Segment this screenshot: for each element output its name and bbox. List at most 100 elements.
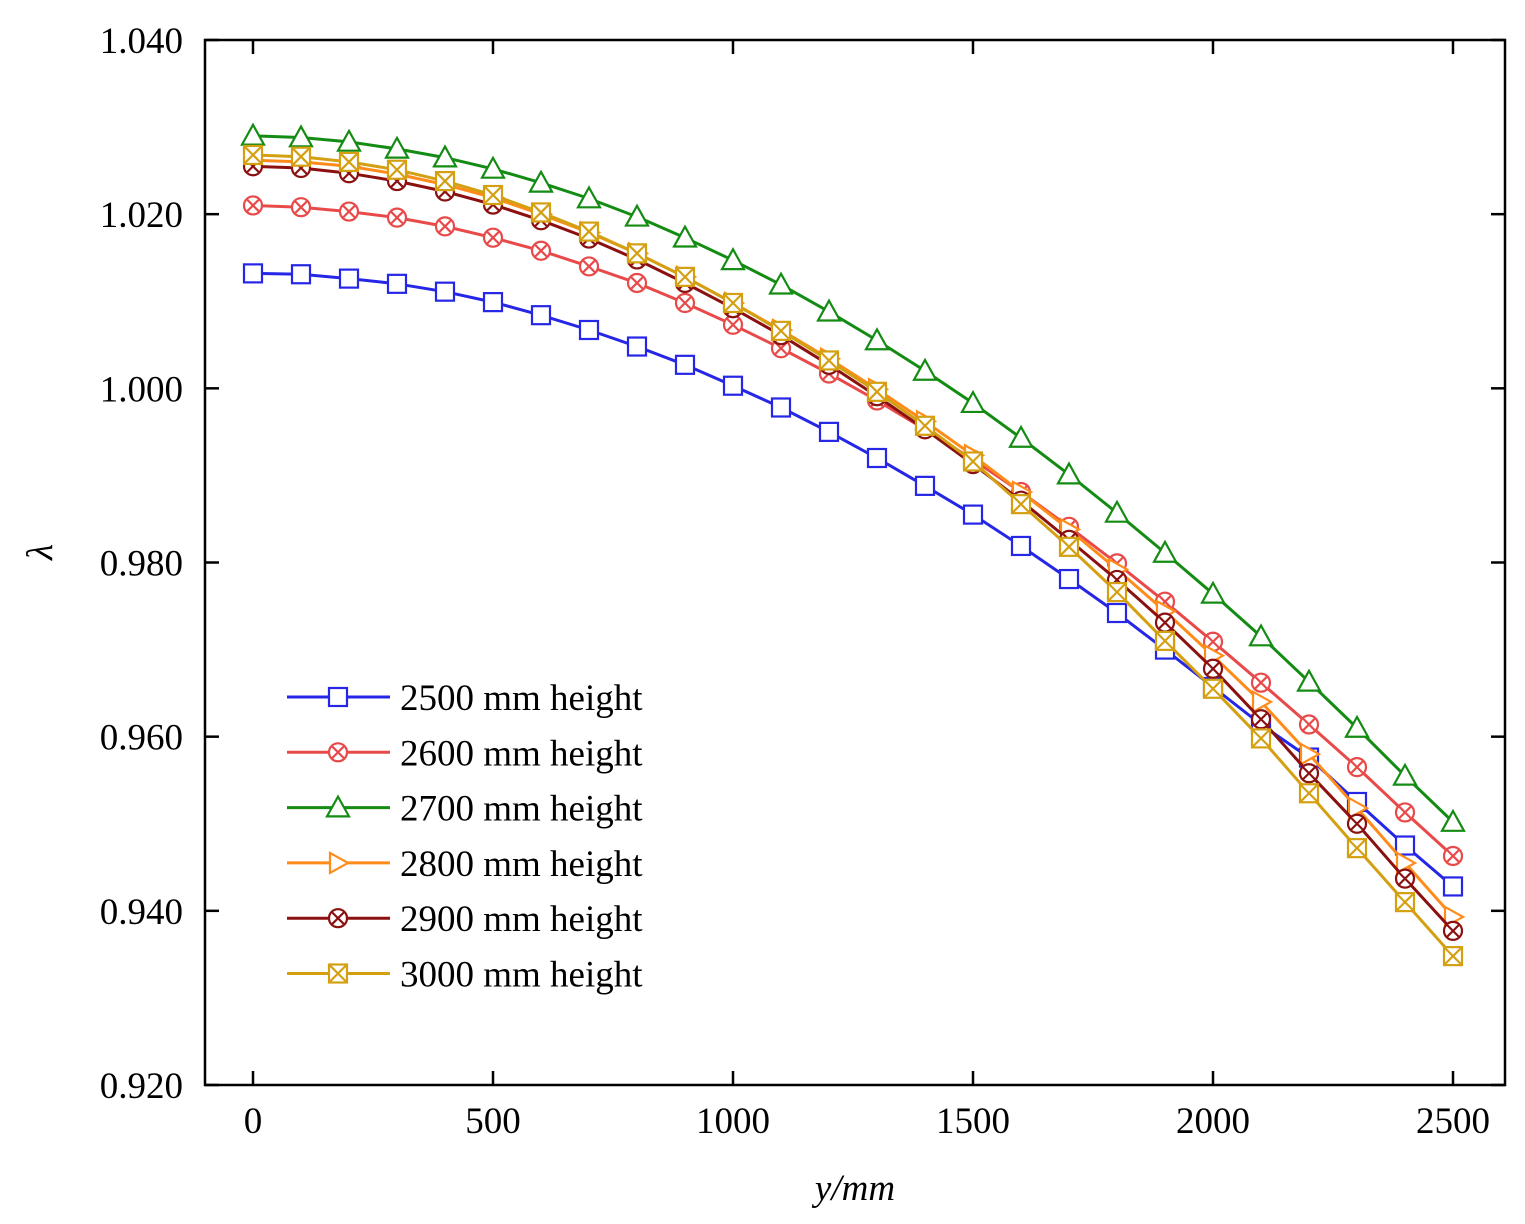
data-point xyxy=(1394,835,1416,856)
data-point xyxy=(327,742,349,763)
data-point xyxy=(1250,672,1272,693)
data-point xyxy=(1058,568,1080,590)
data-point xyxy=(530,240,552,261)
series-layer xyxy=(240,122,1466,967)
legend: 2500 mm height 2600 mm height 2700 mm heig… xyxy=(287,678,643,996)
data-point xyxy=(480,155,506,179)
x-axis-title: y/mm xyxy=(811,1168,895,1209)
data-point xyxy=(1344,714,1370,738)
data-point xyxy=(338,201,360,222)
data-point xyxy=(1202,658,1224,679)
data-point xyxy=(434,216,456,237)
y-tick-label: 0.960 xyxy=(100,718,183,759)
data-point xyxy=(1154,630,1176,651)
data-point xyxy=(1106,582,1128,603)
data-point xyxy=(384,135,410,159)
data-point xyxy=(290,264,312,285)
data-point xyxy=(1298,763,1320,784)
y-tick-label: 1.000 xyxy=(100,369,183,410)
data-point xyxy=(1106,602,1128,624)
x-tick-label: 0 xyxy=(244,1101,263,1142)
axis-ticks: 0 500 1000 1500 2000 2500 0.920 0.940 0.960 0.980… xyxy=(100,21,1505,1142)
data-point xyxy=(327,963,349,984)
data-point xyxy=(576,185,602,209)
x-tick-label: 2000 xyxy=(1176,1101,1250,1142)
data-point xyxy=(338,151,360,173)
data-point xyxy=(1346,757,1368,778)
data-point xyxy=(1056,461,1082,485)
data-point xyxy=(1347,796,1370,820)
data-point xyxy=(386,159,408,180)
data-point xyxy=(914,415,936,436)
data-point xyxy=(578,319,600,341)
data-point xyxy=(816,298,842,322)
data-point xyxy=(1298,783,1320,804)
data-point xyxy=(912,357,938,381)
data-point xyxy=(1058,536,1080,557)
legend-label: 2700 mm height xyxy=(400,789,643,830)
data-point xyxy=(1442,946,1464,967)
data-point xyxy=(482,184,504,206)
data-point xyxy=(674,292,696,314)
data-point xyxy=(1442,920,1464,941)
y-tick-label: 0.920 xyxy=(100,1066,183,1107)
legend-item: 2900 mm height xyxy=(287,899,643,940)
data-point xyxy=(720,247,746,271)
data-point xyxy=(338,268,360,289)
data-point xyxy=(1346,813,1368,834)
data-point xyxy=(1152,539,1178,563)
data-point xyxy=(1008,424,1034,448)
data-point xyxy=(626,336,648,357)
data-point xyxy=(530,305,552,326)
legend-label: 2900 mm height xyxy=(400,899,643,940)
data-point xyxy=(578,256,600,277)
legend-label: 2500 mm height xyxy=(400,678,643,719)
data-point xyxy=(674,354,696,375)
data-point xyxy=(1299,742,1322,766)
data-point xyxy=(770,320,792,341)
data-point xyxy=(866,447,888,469)
data-point xyxy=(530,202,552,223)
data-point xyxy=(770,397,792,418)
y-tick-label: 1.040 xyxy=(100,21,183,62)
data-point xyxy=(1200,580,1226,604)
series-line xyxy=(252,153,1455,958)
data-point xyxy=(626,272,648,294)
series-line xyxy=(252,134,1455,824)
data-point xyxy=(722,314,744,335)
legend-label: 3000 mm height xyxy=(400,955,643,996)
data-point xyxy=(1104,499,1130,523)
data-point xyxy=(1394,802,1416,823)
data-point xyxy=(1202,678,1224,699)
legend-label: 2600 mm height xyxy=(400,733,643,774)
data-point xyxy=(1248,623,1274,647)
data-point xyxy=(1394,868,1416,889)
data-point xyxy=(290,146,312,167)
data-point xyxy=(327,908,349,929)
data-point xyxy=(386,207,408,228)
legend-item: 3000 mm height xyxy=(287,955,643,996)
data-point xyxy=(482,292,504,313)
data-point xyxy=(434,170,456,192)
data-point xyxy=(1010,535,1032,557)
data-point xyxy=(768,271,794,295)
data-point xyxy=(624,203,650,227)
data-point xyxy=(1010,494,1032,515)
data-point xyxy=(336,128,362,152)
y-axis-title: λ xyxy=(20,544,61,561)
data-point xyxy=(242,195,264,216)
data-point xyxy=(1442,876,1464,897)
data-point xyxy=(914,475,936,496)
x-tick-label: 1500 xyxy=(936,1101,1010,1142)
data-point xyxy=(434,281,456,302)
data-point xyxy=(866,381,888,402)
data-point xyxy=(325,794,351,818)
data-point xyxy=(962,504,984,525)
legend-item: 2500 mm height xyxy=(287,678,643,719)
legend-item: 2800 mm height xyxy=(287,844,643,885)
data-point xyxy=(1346,838,1368,859)
data-point xyxy=(1154,612,1176,633)
y-tick-label: 1.020 xyxy=(100,195,183,236)
data-point xyxy=(722,292,744,314)
